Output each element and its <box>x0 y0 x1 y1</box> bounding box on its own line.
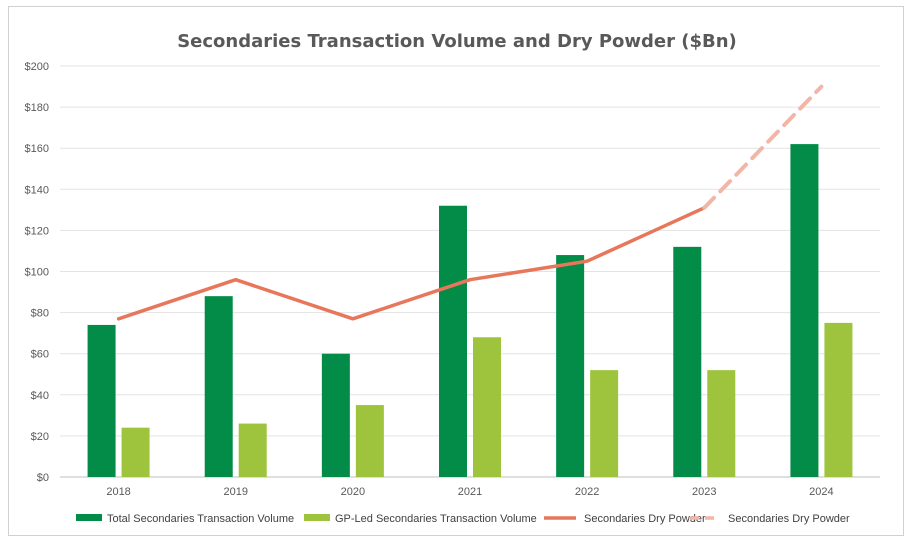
legend-label: Total Secondaries Transaction Volume <box>107 513 294 525</box>
dry-powder-line <box>116 206 707 321</box>
x-tick-label: 2019 <box>223 486 247 498</box>
x-tick-label: 2021 <box>458 486 482 498</box>
y-tick-label: $160 <box>25 143 49 155</box>
legend: Total Secondaries Transaction Volume GP-L… <box>76 513 850 525</box>
y-tick-label: $20 <box>31 431 49 443</box>
bar-total-secondaries <box>673 246 702 477</box>
bar-gp-led <box>355 405 384 477</box>
x-tick-label: 2023 <box>692 486 716 498</box>
bar-total-secondaries <box>204 296 233 477</box>
y-axis: $0 $20 $40 $60 $80 $100 $120 $140 $160 $180 $200 <box>25 61 49 484</box>
bar-gp-led <box>707 370 736 477</box>
legend-swatch <box>304 514 330 521</box>
bar-total-secondaries <box>439 205 467 478</box>
y-tick-label: $200 <box>25 61 49 73</box>
x-tick-label: 2024 <box>809 486 833 498</box>
legend-label: Secondaries Dry Powder <box>728 513 850 525</box>
chart-title: Secondaries Transaction Volume and Dry P… <box>177 31 737 52</box>
dry-powder-projected-line <box>702 84 824 210</box>
y-tick-label: $0 <box>37 472 49 484</box>
bars <box>87 144 853 478</box>
bar-total-secondaries <box>556 255 585 477</box>
bar-total-secondaries <box>790 144 819 477</box>
y-tick-label: $60 <box>31 349 49 361</box>
bar-gp-led <box>473 337 501 477</box>
legend-swatch <box>76 514 102 521</box>
bar-total-secondaries <box>321 353 350 477</box>
lines <box>116 84 824 321</box>
gridlines <box>60 65 880 478</box>
y-tick-label: $140 <box>25 184 49 196</box>
x-tick-label: 2020 <box>341 486 365 498</box>
bar-gp-led <box>121 427 150 477</box>
x-tick-label: 2022 <box>575 486 599 498</box>
y-tick-label: $180 <box>25 102 49 114</box>
bar-gp-led <box>590 370 619 477</box>
x-axis: 2018 2019 2020 2021 2022 2023 2024 <box>106 486 833 498</box>
y-tick-label: $40 <box>31 390 49 402</box>
legend-label: Secondaries Dry Powder <box>584 513 706 525</box>
y-tick-label: $100 <box>25 267 49 279</box>
legend-label: GP-Led Secondaries Transaction Volume <box>335 513 537 525</box>
x-tick-label: 2018 <box>106 486 130 498</box>
bar-total-secondaries <box>87 324 116 477</box>
bar-gp-led <box>238 423 267 477</box>
bar-gp-led <box>824 322 853 477</box>
y-tick-label: $80 <box>31 308 49 320</box>
y-tick-label: $120 <box>25 225 49 237</box>
